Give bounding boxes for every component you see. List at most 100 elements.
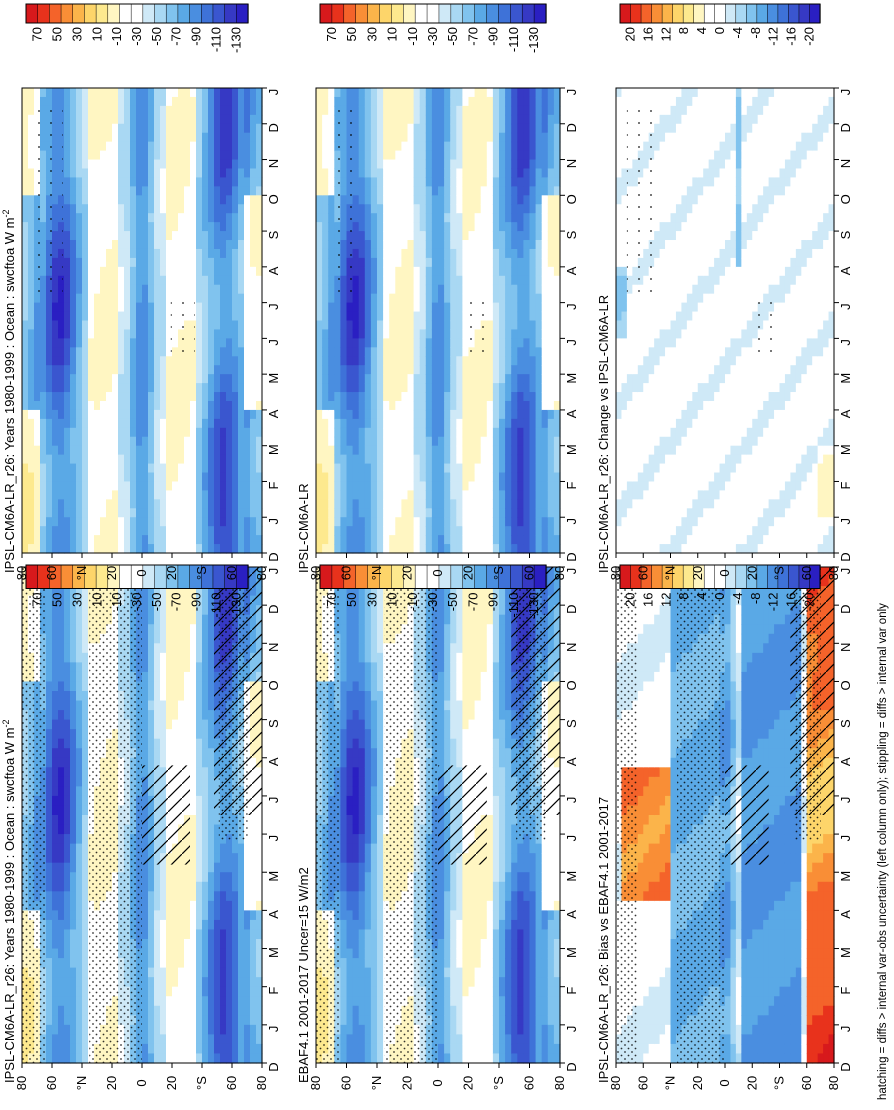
heatmap-cell — [196, 786, 203, 796]
heatmap-cell — [70, 863, 77, 873]
heatmap-cell — [493, 739, 500, 749]
heatmap-cell — [46, 1053, 53, 1063]
heatmap-cell — [64, 805, 71, 815]
heatmap-cell — [353, 748, 360, 758]
heatmap-cell — [178, 901, 185, 911]
heatmap-cell — [154, 977, 161, 987]
heatmap-cell — [530, 929, 537, 939]
heatmap-cell — [202, 1006, 209, 1016]
heatmap-cell — [481, 643, 488, 653]
heatmap-cell — [665, 929, 671, 939]
heatmap-cell — [76, 853, 83, 863]
heatmap-cell — [654, 777, 660, 787]
heatmap-cell — [487, 786, 494, 796]
heatmap-cell — [58, 853, 65, 863]
heatmap-cell — [226, 844, 233, 854]
heatmap-cell — [649, 672, 655, 682]
heatmap-cell — [671, 758, 677, 768]
heatmap-cell — [208, 805, 215, 815]
heatmap-cell — [214, 1025, 221, 1035]
heatmap-cell — [660, 901, 666, 911]
heatmap-cell — [82, 748, 89, 758]
month-label: A — [564, 910, 579, 919]
heatmap-cell — [208, 882, 215, 892]
heatmap-cell — [660, 968, 666, 978]
heatmap-cell — [347, 615, 354, 625]
heatmap-cell — [82, 653, 89, 663]
heatmap-cell — [665, 643, 671, 653]
heatmap-cell — [70, 834, 77, 844]
heatmap-cell — [359, 758, 366, 768]
heatmap-cell — [154, 1034, 161, 1044]
heatmap-cell — [353, 1034, 360, 1044]
heatmap-cell — [208, 710, 215, 720]
heatmap-cell — [469, 634, 476, 644]
heatmap-cell — [340, 796, 347, 806]
heatmap-cell — [643, 1044, 649, 1054]
heatmap-cell — [365, 634, 372, 644]
heatmap-cell — [643, 720, 649, 730]
heatmap-cell — [665, 691, 671, 701]
heatmap-cell — [475, 710, 482, 720]
heatmap-cell — [371, 1015, 378, 1025]
heatmap-cell — [238, 1044, 245, 1054]
heatmap-cell — [340, 872, 347, 882]
heatmap-cell — [52, 729, 59, 739]
heatmap-cell — [58, 767, 65, 777]
heatmap-cell — [450, 958, 457, 968]
heatmap-cell — [82, 615, 89, 625]
heatmap-cell — [70, 891, 77, 901]
heatmap-cell — [548, 825, 555, 835]
heatmap-cell — [142, 643, 149, 653]
heatmap-cell — [82, 920, 89, 930]
heatmap-cell — [438, 910, 445, 920]
heatmap-cell — [52, 758, 59, 768]
heatmap-cell — [76, 796, 83, 806]
month-label: M — [564, 947, 579, 958]
lat-label: 0 — [134, 1079, 149, 1086]
heatmap-cell — [238, 968, 245, 978]
heatmap-cell — [76, 691, 83, 701]
heatmap-cell — [226, 996, 233, 1006]
heatmap-cell — [340, 949, 347, 959]
heatmap-cell — [444, 701, 451, 711]
heatmap-cell — [340, 758, 347, 768]
heatmap-cell — [214, 939, 221, 949]
heatmap-cell — [202, 920, 209, 930]
heatmap-cell — [660, 653, 666, 663]
heatmap-cell — [196, 958, 203, 968]
heatmap-cell — [444, 1053, 451, 1063]
heatmap-cell — [505, 977, 512, 987]
heatmap-cell — [665, 958, 671, 968]
heatmap-cell — [160, 1053, 167, 1063]
heatmap-cell — [250, 929, 257, 939]
heatmap-cell — [517, 863, 524, 873]
heatmap-cell — [250, 987, 257, 997]
heatmap-cell — [172, 1044, 179, 1054]
heatmap-cell — [493, 701, 500, 711]
heatmap-cell — [649, 939, 655, 949]
heatmap-cell — [172, 1025, 179, 1035]
heatmap-cell — [58, 920, 65, 930]
heatmap-cell — [643, 777, 649, 787]
heatmap-cell — [172, 672, 179, 682]
heatmap-cell — [456, 968, 463, 978]
heatmap-cell — [208, 748, 215, 758]
heatmap-cell — [660, 1025, 666, 1035]
heatmap-cell — [347, 825, 354, 835]
heatmap-cell — [548, 1015, 555, 1025]
heatmap-cell — [58, 739, 65, 749]
heatmap-cell — [643, 701, 649, 711]
heatmap-cell — [190, 710, 197, 720]
heatmap-cell — [70, 681, 77, 691]
heatmap-cell — [654, 786, 660, 796]
heatmap-cell — [359, 720, 366, 730]
heatmap-cell — [340, 853, 347, 863]
heatmap-cell — [58, 805, 65, 815]
heatmap-cell — [660, 825, 666, 835]
heatmap-cell — [665, 872, 671, 882]
heatmap-cell — [244, 920, 251, 930]
heatmap-cell — [462, 958, 469, 968]
heatmap-cell — [438, 929, 445, 939]
heatmap-cell — [190, 796, 197, 806]
